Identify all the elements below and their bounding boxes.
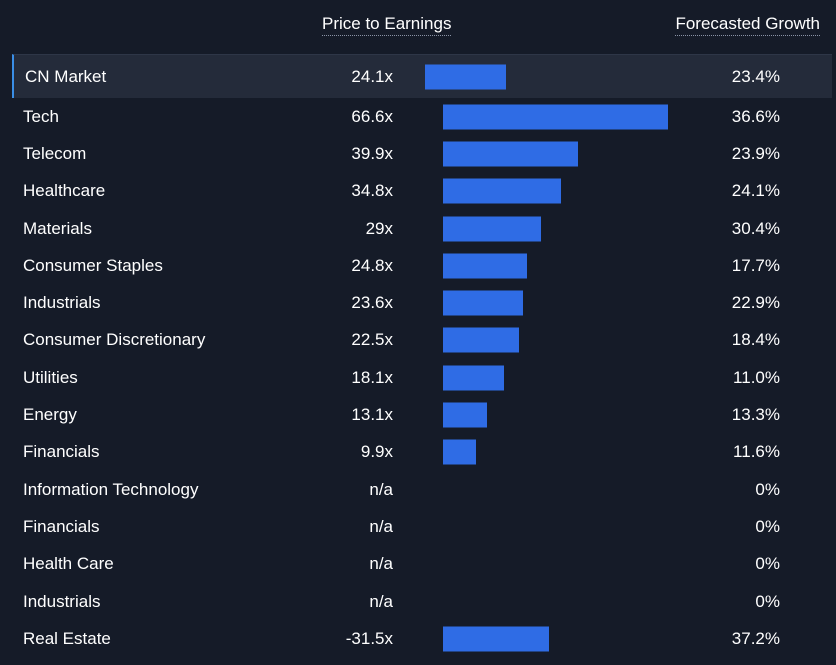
pe-value: 29x bbox=[365, 218, 393, 238]
row-name: Financials bbox=[23, 442, 100, 462]
table-row[interactable]: Financials 9.9x 11.6% bbox=[12, 434, 832, 471]
row-name: Real Estate bbox=[23, 628, 111, 648]
growth-value: 23.4% bbox=[731, 66, 780, 86]
row-name: Industrials bbox=[23, 293, 101, 313]
row-name: Healthcare bbox=[23, 181, 106, 201]
growth-value: 36.6% bbox=[731, 106, 780, 126]
pe-value: n/a bbox=[369, 479, 393, 499]
table-row[interactable]: Energy 13.1x 13.3% bbox=[12, 396, 832, 433]
pe-bar bbox=[443, 402, 488, 428]
table-row[interactable]: Real Estate -31.5x 37.2% bbox=[12, 620, 832, 657]
growth-value: 17.7% bbox=[731, 255, 780, 275]
growth-value: 0% bbox=[755, 479, 780, 499]
table-row[interactable]: Industrials n/a 0% bbox=[12, 583, 832, 620]
growth-value: 18.4% bbox=[731, 330, 780, 350]
table-row[interactable]: Industrials 23.6x 22.9% bbox=[12, 284, 832, 321]
table-row[interactable]: Health Care n/a 0% bbox=[12, 546, 832, 583]
growth-value: 11.6% bbox=[733, 442, 780, 462]
growth-value: 30.4% bbox=[731, 218, 780, 238]
growth-value: 13.3% bbox=[731, 405, 780, 425]
pe-bar bbox=[443, 290, 523, 316]
pe-value: 9.9x bbox=[360, 442, 393, 462]
pe-value: 24.8x bbox=[351, 255, 393, 275]
pe-bar bbox=[443, 439, 477, 465]
row-name: CN Market bbox=[25, 66, 107, 86]
growth-value: 0% bbox=[755, 591, 780, 611]
pe-value: n/a bbox=[369, 591, 393, 611]
growth-value: 23.9% bbox=[731, 143, 780, 163]
table-row[interactable]: Information Technology n/a 0% bbox=[12, 471, 832, 508]
table-row[interactable]: Financials n/a 0% bbox=[12, 508, 832, 545]
pe-column-header[interactable]: Price to Earnings bbox=[322, 14, 452, 36]
table-row[interactable]: CN Market 24.1x 23.4% bbox=[12, 54, 832, 98]
pe-bar bbox=[443, 365, 505, 391]
growth-value: 0% bbox=[755, 516, 780, 536]
row-name: Telecom bbox=[23, 143, 87, 163]
row-name: Information Technology bbox=[23, 479, 199, 499]
table-row[interactable]: Telecom 39.9x 23.9% bbox=[12, 135, 832, 172]
table-header: Price to Earnings Forecasted Growth bbox=[0, 0, 836, 52]
row-name: Consumer Staples bbox=[23, 255, 163, 275]
pe-value: 34.8x bbox=[351, 181, 393, 201]
table-row[interactable]: Healthcare 34.8x 24.1% bbox=[12, 173, 832, 210]
row-name: Financials bbox=[23, 516, 100, 536]
pe-value: n/a bbox=[369, 554, 393, 574]
pe-value: 24.1x bbox=[351, 66, 393, 86]
row-name: Utilities bbox=[23, 367, 78, 387]
row-name: Energy bbox=[23, 405, 77, 425]
row-name: Tech bbox=[23, 106, 59, 126]
pe-bar bbox=[443, 141, 578, 167]
pe-bar bbox=[443, 253, 527, 279]
table-row[interactable]: Consumer Discretionary 22.5x 18.4% bbox=[12, 322, 832, 359]
industry-table: CN Market 24.1x 23.4% Tech 66.6x 36.6% Telecom… bbox=[12, 54, 832, 657]
pe-value: 22.5x bbox=[351, 330, 393, 350]
table-row[interactable]: Tech 66.6x 36.6% bbox=[12, 98, 832, 135]
pe-value: n/a bbox=[369, 516, 393, 536]
pe-value: -31.5x bbox=[345, 628, 393, 648]
row-name: Consumer Discretionary bbox=[23, 330, 206, 350]
table-row[interactable]: Materials 29x 30.4% bbox=[12, 210, 832, 247]
pe-bar bbox=[425, 64, 507, 89]
table-row[interactable]: Utilities 18.1x 11.0% bbox=[12, 359, 832, 396]
growth-value: 22.9% bbox=[731, 293, 780, 313]
growth-value: 0% bbox=[755, 554, 780, 574]
pe-bar bbox=[443, 216, 542, 242]
growth-value: 37.2% bbox=[731, 628, 780, 648]
growth-value: 11.0% bbox=[733, 367, 780, 387]
growth-column-header[interactable]: Forecasted Growth bbox=[675, 14, 820, 36]
pe-value: 18.1x bbox=[351, 367, 393, 387]
pe-bar bbox=[443, 327, 520, 353]
pe-value: 23.6x bbox=[351, 293, 393, 313]
row-name: Materials bbox=[23, 218, 92, 238]
pe-bar bbox=[443, 178, 561, 204]
pe-bar bbox=[443, 104, 669, 130]
pe-bar bbox=[443, 626, 550, 652]
table-row[interactable]: Consumer Staples 24.8x 17.7% bbox=[12, 247, 832, 284]
pe-value: 66.6x bbox=[351, 106, 393, 126]
row-name: Industrials bbox=[23, 591, 101, 611]
growth-value: 24.1% bbox=[731, 181, 780, 201]
pe-value: 39.9x bbox=[351, 143, 393, 163]
row-name: Health Care bbox=[23, 554, 114, 574]
pe-value: 13.1x bbox=[351, 405, 393, 425]
